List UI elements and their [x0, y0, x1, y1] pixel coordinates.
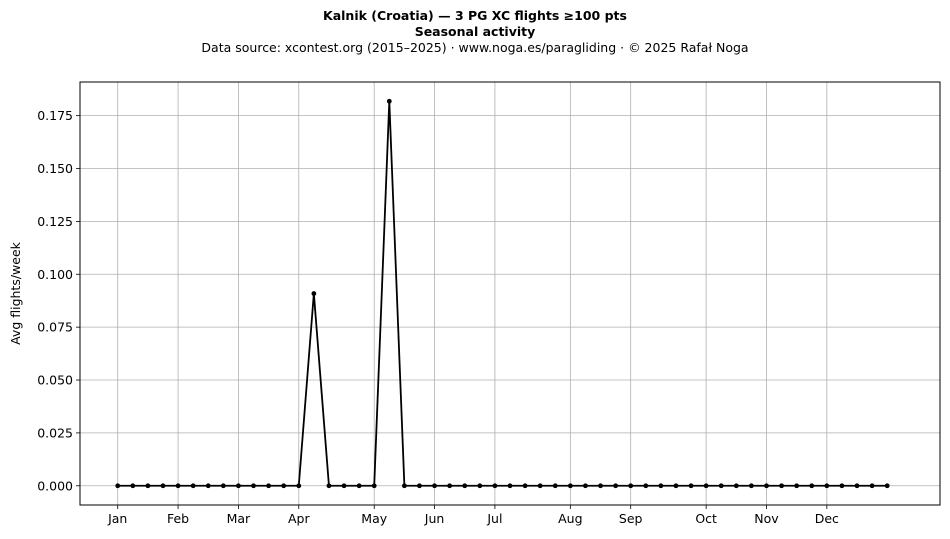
data-point [567, 483, 573, 489]
data-point [371, 483, 377, 489]
data-point [311, 291, 317, 296]
y-axis-label: Avg flights/week [8, 241, 23, 345]
data-point [356, 483, 362, 489]
series-layer [115, 98, 890, 489]
data-point [296, 483, 302, 489]
data-point [552, 483, 558, 489]
chart-subtitle: Seasonal activity [414, 24, 536, 39]
data-point [733, 483, 739, 489]
data-point [522, 483, 528, 489]
data-point [884, 483, 890, 489]
y-tick-label: 0.100 [37, 267, 73, 282]
data-point [613, 483, 619, 489]
y-tick-label: 0.000 [37, 478, 73, 493]
data-point [220, 483, 226, 489]
data-point [115, 483, 121, 489]
data-point [205, 483, 211, 489]
data-point [583, 483, 588, 489]
data-point [447, 483, 453, 489]
data-point [824, 483, 830, 489]
data-point [417, 483, 422, 489]
data-point [688, 483, 694, 489]
data-point [326, 483, 332, 489]
data-point [658, 483, 664, 489]
data-point [462, 483, 468, 489]
plot-frame [79, 81, 941, 506]
x-tick-label: Nov [754, 511, 779, 526]
data-point [854, 483, 860, 489]
x-tick-label: May [361, 511, 387, 526]
data-point [764, 483, 769, 489]
data-point [628, 483, 634, 489]
x-tick-label: Apr [288, 511, 310, 526]
y-tick-label: 0.125 [37, 214, 73, 229]
chart-source-note: Data source: xcontest.org (2015–2025) · … [201, 40, 749, 55]
data-point [432, 483, 437, 489]
data-point [160, 483, 166, 489]
ticks-layer: Jan Feb Mar Apr May Jun Jul Aug Sep Oct Nov Dec 0.00… [37, 108, 839, 526]
y-tick-label: 0.050 [37, 373, 73, 388]
data-point [190, 483, 196, 489]
data-point [507, 483, 513, 489]
data-point [718, 483, 724, 489]
data-point [869, 483, 875, 489]
title-block: Kalnik (Croatia) — 3 PG XC flights ≥100 … [0, 8, 950, 56]
x-tick-label: Jul [486, 511, 502, 526]
data-point [537, 483, 543, 489]
x-tick-label: Oct [695, 511, 717, 526]
data-point [281, 483, 287, 489]
data-point [673, 483, 679, 489]
x-tick-label: Jun [424, 511, 445, 526]
data-point [341, 483, 347, 489]
x-tick-label: Jan [107, 511, 127, 526]
data-point [492, 483, 498, 489]
data-point [236, 483, 241, 489]
x-tick-label: Aug [558, 511, 582, 526]
data-point [130, 483, 136, 489]
data-point [266, 483, 271, 489]
data-point [598, 483, 603, 489]
data-point [809, 483, 815, 489]
data-point [794, 483, 800, 489]
series-line [117, 100, 888, 487]
grid-layer [80, 82, 940, 505]
data-point [749, 483, 754, 489]
data-point [386, 98, 392, 104]
data-point [251, 483, 256, 489]
data-point [703, 483, 709, 489]
y-tick-label: 0.075 [37, 320, 73, 335]
x-tick-label: Dec [815, 511, 839, 526]
data-point [779, 483, 784, 489]
data-point [401, 483, 407, 489]
data-point [175, 483, 181, 489]
chart-title: Kalnik (Croatia) — 3 PG XC flights ≥100 … [323, 8, 627, 23]
data-point [145, 483, 151, 489]
x-tick-label: Mar [227, 511, 251, 526]
x-tick-label: Sep [619, 511, 643, 526]
y-tick-label: 0.150 [37, 161, 73, 176]
data-point [477, 483, 483, 489]
y-tick-label: 0.025 [37, 425, 73, 440]
data-point [643, 483, 649, 489]
x-tick-label: Feb [167, 511, 189, 526]
y-tick-label: 0.175 [37, 108, 73, 123]
data-point [839, 483, 845, 489]
